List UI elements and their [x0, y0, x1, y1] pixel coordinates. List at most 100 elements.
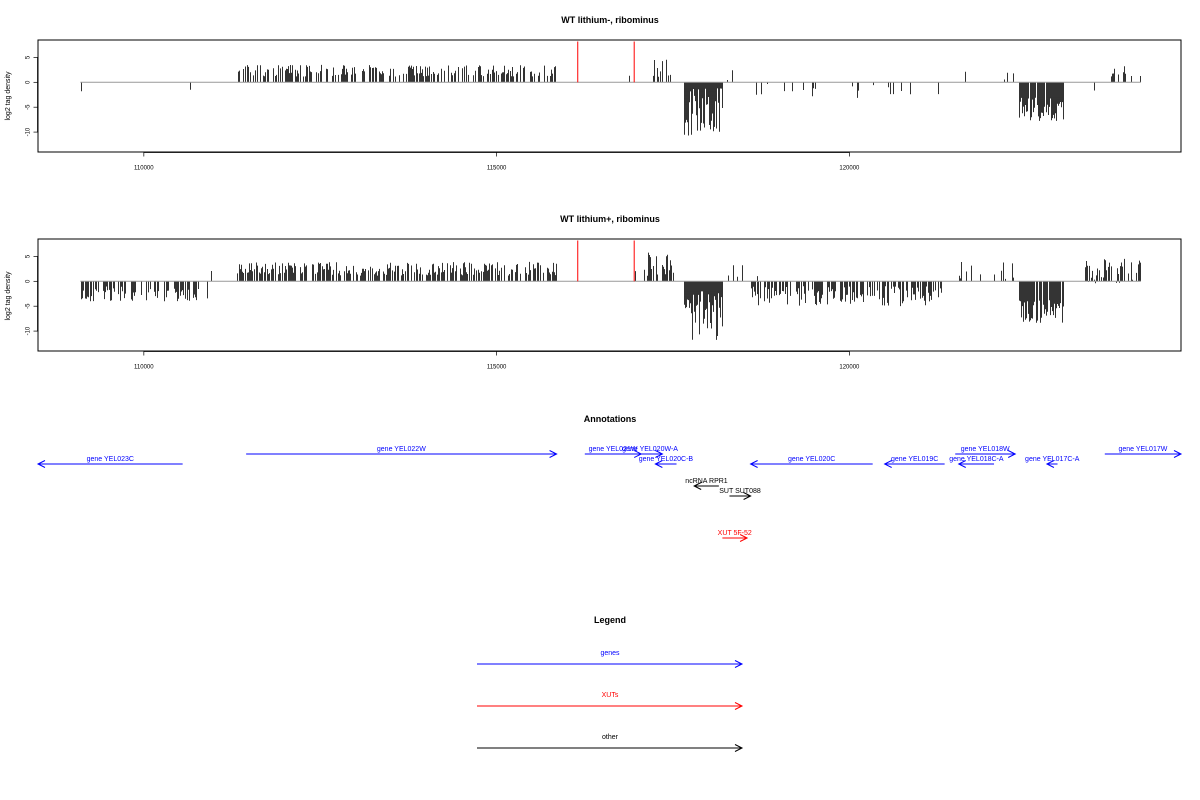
density-bars: [81, 252, 1141, 340]
track-panel-lithium-plus: WT lithium+, ribominus log2 tag density …: [5, 214, 1182, 371]
legend-title: Legend: [594, 615, 626, 625]
legend-item: XUTs: [477, 692, 744, 710]
feature-arrow-head: [655, 450, 664, 458]
feature-arrow-head: [36, 460, 46, 468]
density-bar-group: [684, 281, 723, 340]
annotation-feature: gene YEL018C-A: [949, 456, 1004, 468]
x-axis: 110000 115000 120000: [134, 152, 860, 172]
density-bar-group: [1019, 281, 1064, 323]
feature-label: ncRNA RPR1: [685, 478, 728, 485]
density-bar-group: [237, 261, 557, 282]
y-tick-label: 0: [26, 279, 32, 283]
feature-arrow-head: [743, 492, 752, 500]
feature-arrow-head: [654, 460, 663, 468]
legend-item: genes: [477, 650, 744, 668]
legend-label: XUTs: [602, 692, 619, 699]
track-panel-lithium-minus: WT lithium-, ribominus log2 tag density …: [5, 15, 1182, 172]
panel-title: WT lithium+, ribominus: [560, 214, 660, 224]
x-tick-label: 110000: [134, 166, 154, 172]
feature-label: gene YEL017W: [1118, 446, 1167, 453]
x-tick-label: 110000: [134, 365, 154, 371]
density-bar-group: [959, 262, 1014, 282]
annotation-feature: gene YEL020W-A: [622, 446, 678, 458]
feature-label: gene YEL020C-B: [639, 456, 694, 463]
plot-frame: [37, 238, 1182, 352]
feature-arrow-head: [693, 482, 702, 490]
feature-label: gene YEL020C: [788, 456, 835, 463]
feature-label: SUT SUT088: [719, 488, 761, 495]
y-tick-label: -10: [26, 326, 32, 335]
annotation-feature: ncRNA RPR1: [685, 478, 728, 490]
annotation-feature: gene YEL017W: [1104, 446, 1183, 458]
density-bar-group: [1111, 66, 1141, 83]
legend-arrow-head: [734, 660, 744, 668]
feature-label: gene YEL023C: [87, 456, 134, 463]
annotation-feature: SUT SUT088: [719, 488, 761, 500]
density-bars: [81, 59, 1141, 136]
highlight-lines: [577, 41, 635, 83]
feature-label: gene YEL021W: [589, 446, 638, 453]
legend-items: genes XUTs other: [477, 650, 744, 752]
density-bar-group: [728, 265, 758, 282]
legend-arrow-head: [734, 744, 744, 752]
density-bar-group: [751, 281, 942, 307]
annotation-feature: gene YEL022W: [246, 446, 558, 458]
y-axis-label: log2 tag density: [5, 271, 12, 321]
feature-arrow-head: [1007, 450, 1017, 458]
x-tick-label: 120000: [839, 166, 860, 172]
density-bar-group: [81, 82, 191, 92]
annotation-feature: gene YEL019C: [883, 456, 945, 468]
y-tick-label: -5: [26, 104, 32, 110]
density-bar-group: [653, 59, 671, 83]
feature-label: XUT 5F-52: [718, 530, 752, 537]
density-bar-group: [1085, 258, 1141, 284]
legend-label: other: [602, 734, 619, 741]
annotation-feature: gene YEL023C: [36, 456, 183, 468]
y-axis: 5 0 -5 -10: [26, 254, 38, 335]
feature-arrow-head: [1173, 450, 1183, 458]
feature-arrow-head: [1045, 460, 1055, 468]
x-tick-label: 120000: [839, 365, 860, 371]
feature-arrow-head: [957, 460, 966, 468]
feature-arrow-head: [549, 450, 558, 458]
annotation-feature: gene YEL020C: [749, 456, 873, 468]
legend-arrow-head: [734, 702, 744, 710]
density-bar-group: [644, 252, 674, 282]
density-bar-group: [238, 64, 556, 83]
density-bar-group: [684, 82, 723, 136]
annotation-feature: gene YEL018W: [955, 446, 1017, 458]
feature-label: gene YEL018C-A: [949, 456, 1004, 463]
density-bar-group: [965, 71, 1014, 83]
feature-arrow-head: [739, 534, 749, 542]
y-axis-label: log2 tag density: [5, 71, 12, 121]
density-bar-group: [1019, 82, 1064, 121]
legend: Legend genes XUTs other: [477, 615, 744, 752]
panel-title: WT lithium-, ribominus: [561, 15, 659, 25]
annotations-panel: Annotations gene YEL023C gene YEL022W gene…: [36, 414, 1183, 542]
feature-arrow-head: [749, 460, 758, 468]
annotations-title: Annotations: [584, 414, 637, 424]
annotation-feature: gene YEL017C-A: [1025, 456, 1080, 468]
y-tick-label: 0: [26, 80, 32, 84]
density-bar-group: [727, 70, 733, 83]
feature-label: gene YEL022W: [377, 446, 426, 453]
y-tick-label: 5: [26, 55, 32, 59]
y-tick-label: -5: [26, 303, 32, 309]
annotation-feature: XUT 5F-52: [718, 530, 752, 542]
x-tick-label: 115000: [487, 365, 507, 371]
x-tick-label: 115000: [487, 166, 507, 172]
plot-frame: [37, 39, 1182, 153]
feature-arrow-head: [883, 460, 892, 468]
legend-label: genes: [600, 650, 620, 657]
feature-label: gene YEL019C: [891, 456, 938, 463]
feature-label: gene YEL018W: [961, 446, 1010, 453]
feature-label: gene YEL017C-A: [1025, 456, 1080, 463]
y-axis: 5 0 -5 -10: [26, 55, 38, 136]
legend-item: other: [477, 734, 744, 752]
feature-label: gene YEL020W-A: [622, 446, 678, 453]
highlight-lines: [577, 240, 635, 282]
annotation-feature: gene YEL020C-B: [639, 456, 694, 468]
y-tick-label: -10: [26, 127, 32, 136]
